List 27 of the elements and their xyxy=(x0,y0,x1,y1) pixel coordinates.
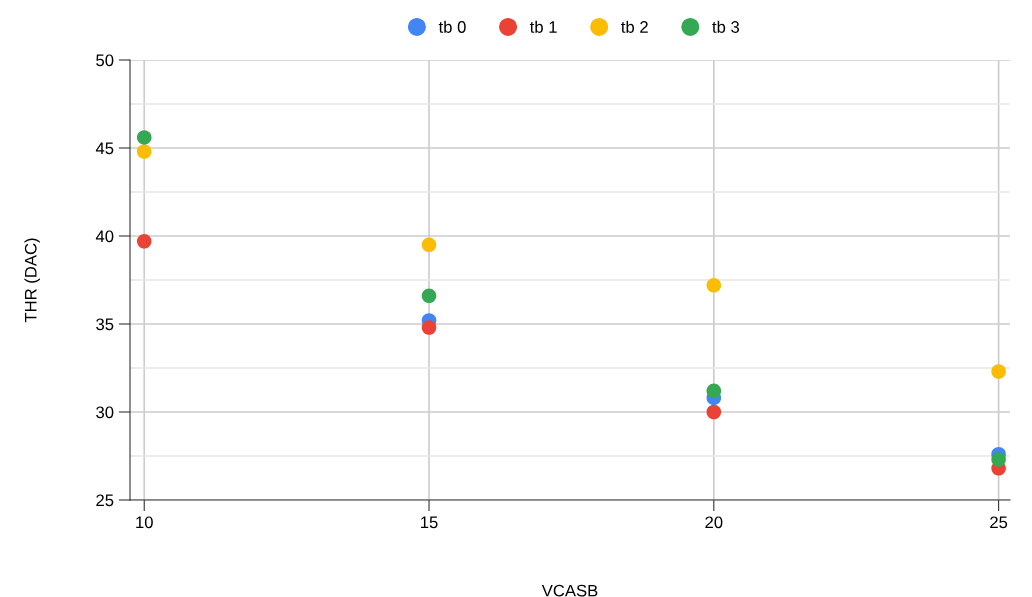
legend-label: tb 0 xyxy=(438,20,466,33)
x-tick-label: 20 xyxy=(705,516,723,529)
point xyxy=(136,144,152,159)
point xyxy=(706,278,722,293)
y-axis-title: THR (DAC) xyxy=(24,238,40,323)
point xyxy=(136,234,152,249)
x-tick-label: 25 xyxy=(990,516,1008,529)
y-tick-label: 40 xyxy=(95,230,114,243)
point xyxy=(136,130,152,145)
x-tick-label: 10 xyxy=(136,516,153,529)
point xyxy=(706,383,722,399)
point xyxy=(706,404,722,420)
y-tick-label: 30 xyxy=(96,406,114,419)
point xyxy=(421,237,437,253)
y-tick-label: 25 xyxy=(96,494,114,507)
legend-label: tb 3 xyxy=(712,20,740,33)
y-tick-label: 45 xyxy=(95,142,114,155)
x-axis-title: VCASB xyxy=(541,584,598,597)
y-tick-label: 35 xyxy=(96,318,114,331)
legend-label: tb 2 xyxy=(621,20,648,33)
point xyxy=(991,452,1006,467)
y-tick-label: 50 xyxy=(96,54,114,67)
x-tick-label: 15 xyxy=(421,516,438,529)
legend-label: tb 1 xyxy=(529,20,557,33)
point xyxy=(991,364,1006,379)
point xyxy=(421,288,437,304)
point xyxy=(421,320,437,335)
